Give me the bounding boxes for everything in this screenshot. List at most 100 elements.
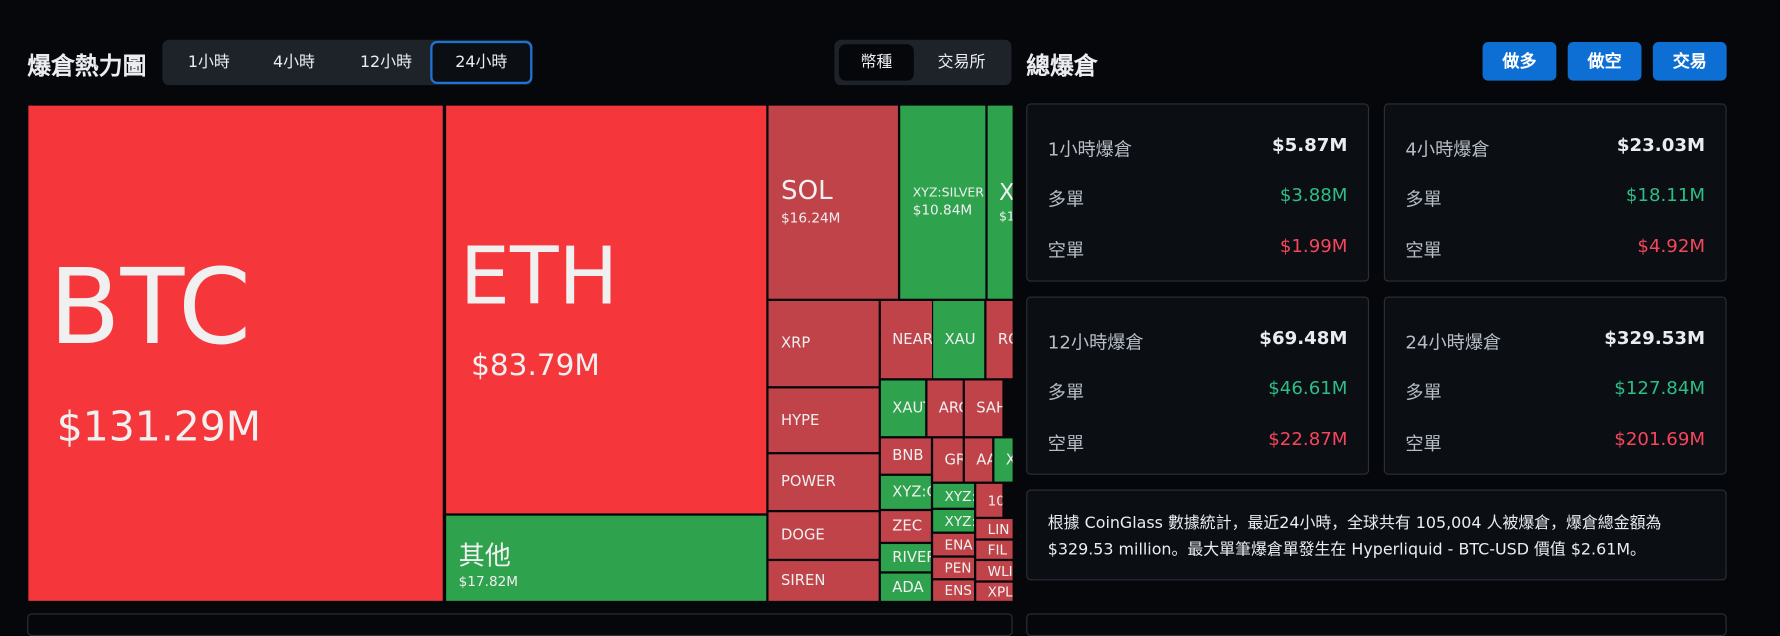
heatmap-tile[interactable]: POWER	[768, 454, 879, 510]
heatmap-tile[interactable]: DOGE	[768, 512, 879, 559]
heatmap-tile[interactable]: ETH $83.79M	[446, 105, 767, 514]
heatmap-tile[interactable]: PEN	[933, 557, 975, 579]
heatmap-tile[interactable]: X	[994, 438, 1013, 482]
tile-label: RO	[997, 331, 1013, 349]
row-label: 24小時爆倉	[1405, 331, 1502, 354]
heatmap-tile[interactable]: HYPE	[768, 388, 879, 453]
heatmap-tile[interactable]: ENA	[933, 533, 975, 556]
heatmap-tile[interactable]: XYZ:G	[880, 475, 931, 509]
tile-label: ETH	[459, 229, 619, 323]
row-label: 多單	[1405, 188, 1442, 211]
tile-label: X	[999, 181, 1013, 204]
row-value: $69.48M	[1259, 327, 1348, 349]
time-tab[interactable]: 1小時	[187, 53, 230, 72]
summary-row: 多單 $3.88M	[1048, 184, 1348, 211]
summary-row: 空單 $201.69M	[1405, 428, 1705, 455]
time-tab[interactable]: 24小時	[430, 40, 533, 85]
tile-label: WLI	[987, 562, 1013, 579]
heatmap-tile[interactable]: SAH	[964, 380, 1003, 437]
tile-label: XYZ:	[944, 487, 975, 504]
action-button[interactable]: 做多	[1482, 42, 1557, 81]
tile-label: ARC	[938, 399, 963, 417]
tile-label: AA	[976, 451, 992, 469]
heatmap-tile[interactable]: RO	[986, 300, 1013, 379]
group-tab[interactable]: 交易所	[937, 53, 986, 72]
panel-edge	[27, 613, 1013, 636]
heatmap-tile[interactable]: XAUT	[880, 380, 926, 437]
row-label: 多單	[1047, 188, 1085, 211]
group-tab[interactable]: 幣種	[838, 44, 914, 81]
heatmap-tile[interactable]: LIN	[976, 519, 1013, 539]
tile-label: BNB	[892, 447, 924, 465]
tile-label: 10	[987, 492, 1003, 509]
tile-label: XYZ:	[944, 512, 975, 529]
heatmap-tile[interactable]: 10	[976, 483, 1003, 517]
tile-value: $17.82M	[458, 573, 519, 590]
tile-label: POWER	[781, 473, 836, 491]
tile-label: ENA	[944, 536, 973, 553]
heatmap-tile[interactable]: SIREN	[768, 561, 879, 601]
tile-label: 其他	[458, 541, 511, 572]
summary-title: 總爆倉	[1026, 52, 1098, 80]
heatmap-tile[interactable]: XAU	[933, 300, 985, 379]
tile-label: XYZ:G	[892, 483, 931, 501]
tile-value: $16.24M	[781, 210, 841, 226]
summary-row: 24小時爆倉 $329.53M	[1405, 327, 1705, 354]
heatmap-tile[interactable]: SOL $16.24M	[768, 105, 898, 299]
row-value: $5.87M	[1271, 134, 1348, 156]
row-value: $329.53M	[1604, 327, 1706, 349]
heatmap-tile[interactable]: XYZ:	[933, 509, 975, 532]
tile-label: ZEC	[892, 517, 923, 535]
summary-row: 多單 $18.11M	[1405, 184, 1705, 211]
row-value: $1.99M	[1279, 235, 1348, 257]
tile-value: $10.84M	[912, 202, 973, 218]
heatmap-tile[interactable]: 其他 $17.82M	[446, 515, 767, 601]
tile-label: ENS	[944, 582, 972, 599]
heatmap-tile[interactable]: GR	[933, 438, 963, 482]
tile-label: XAU	[944, 331, 976, 349]
tile-value: $131.29M	[56, 404, 262, 452]
summary-card: 1小時爆倉 $5.87M 多單 $3.88M 空單 $1.99M	[1026, 103, 1370, 282]
heatmap-tile[interactable]: X $1	[987, 105, 1013, 299]
heatmap-tile[interactable]: XRP	[768, 300, 879, 387]
summary-row: 空單 $1.99M	[1048, 235, 1348, 262]
row-value: $3.88M	[1279, 183, 1348, 206]
tile-label: HYPE	[781, 411, 820, 429]
heatmap-tile[interactable]: FIL	[976, 540, 1013, 559]
tile-label: SOL	[781, 175, 833, 206]
action-button[interactable]: 做空	[1567, 42, 1642, 81]
row-value: $18.11M	[1625, 183, 1706, 206]
summary-note: 根據 CoinGlass 數據統計，最近24小時，全球共有 105,004 人被…	[1026, 489, 1727, 581]
heatmap-tile[interactable]: BNB	[880, 438, 931, 474]
tile-label: SAH	[976, 399, 1002, 417]
summary-row: 多單 $127.84M	[1405, 377, 1705, 404]
summary-row: 多單 $46.61M	[1048, 377, 1348, 404]
row-label: 空單	[1047, 239, 1085, 262]
row-value: $127.84M	[1614, 377, 1706, 399]
heatmap-tile[interactable]: ADA	[880, 573, 931, 601]
tile-label: X	[1006, 453, 1013, 468]
heatmap-tile[interactable]: AA	[964, 438, 993, 482]
tile-label: XRP	[781, 335, 811, 353]
summary-card: 24小時爆倉 $329.53M 多單 $127.84M 空單 $201.69M	[1383, 296, 1727, 475]
row-label: 1小時爆倉	[1047, 138, 1133, 161]
heatmap-tile[interactable]: WLI	[976, 561, 1013, 581]
heatmap-tile[interactable]: BTC $131.29M	[28, 105, 443, 601]
tile-label: BTC	[48, 246, 252, 369]
tile-label: GR	[944, 451, 962, 469]
heatmap-title: 爆倉熱力圖	[27, 52, 147, 80]
tile-label: PEN	[944, 559, 972, 576]
heatmap-tile[interactable]: RIVER	[880, 544, 931, 572]
time-tab[interactable]: 12小時	[359, 53, 412, 72]
heatmap-tile[interactable]: NEAR	[880, 300, 932, 379]
heatmap-tile[interactable]: ZEC	[880, 511, 931, 542]
panel-edge	[1026, 613, 1727, 636]
time-tab[interactable]: 4小時	[273, 53, 315, 72]
heatmap-tile[interactable]: XPL	[976, 582, 1013, 601]
heatmap-tile[interactable]: ARC	[927, 380, 963, 437]
heatmap-tile[interactable]: XYZ:SILVER $10.84M	[900, 105, 986, 299]
heatmap-tile[interactable]: ENS	[933, 580, 975, 601]
row-value: $201.69M	[1614, 428, 1706, 450]
heatmap-tile[interactable]: XYZ:	[933, 483, 975, 508]
action-button[interactable]: 交易	[1652, 42, 1727, 81]
